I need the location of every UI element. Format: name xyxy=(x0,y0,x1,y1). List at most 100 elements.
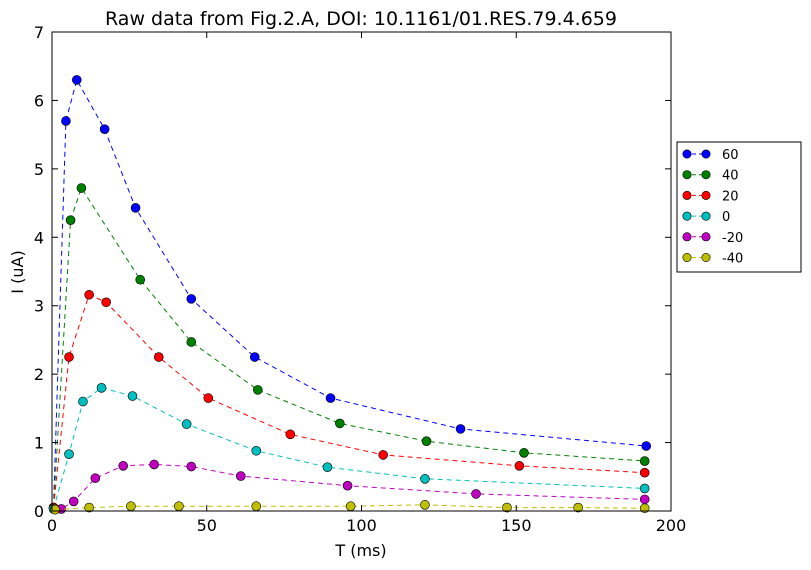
data-point xyxy=(84,289,94,300)
data-point xyxy=(99,124,110,134)
x-tick-label: 200 xyxy=(656,516,687,535)
data-point xyxy=(50,504,60,515)
legend-item: -20 xyxy=(682,231,743,246)
legend-item: 40 xyxy=(682,169,739,184)
series-line xyxy=(53,78,647,508)
legend-item: 60 xyxy=(682,148,739,163)
data-point xyxy=(471,489,481,499)
legend-marker xyxy=(682,190,692,200)
data-point xyxy=(421,436,432,447)
data-point xyxy=(65,215,76,225)
data-point xyxy=(118,461,128,471)
x-axis-label: T (ms) xyxy=(334,541,386,560)
data-point xyxy=(203,393,214,403)
legend-marker xyxy=(701,170,711,180)
x-tick-label: 0 xyxy=(47,516,57,535)
legend-label: 60 xyxy=(722,148,739,163)
data-point xyxy=(186,294,197,304)
legend-marker xyxy=(701,211,711,221)
plot-frame xyxy=(51,31,672,512)
data-point xyxy=(235,471,246,481)
data-point xyxy=(335,418,345,429)
data-point xyxy=(186,461,197,472)
data-point xyxy=(420,474,430,484)
y-tick-label: 1 xyxy=(34,434,44,453)
data-point xyxy=(322,462,333,473)
data-point xyxy=(64,449,74,460)
x-tick-label: 50 xyxy=(197,516,217,535)
data-point xyxy=(181,419,192,429)
y-axis: 0 1 2 3 4 5 6 7 xyxy=(34,23,671,521)
data-point xyxy=(71,75,82,85)
legend-marker xyxy=(682,211,692,221)
legend-item: -40 xyxy=(682,252,743,267)
data-point xyxy=(345,501,356,512)
data-point xyxy=(639,494,650,505)
data-point xyxy=(84,502,94,513)
series-line xyxy=(53,387,645,510)
data-point xyxy=(186,337,197,347)
data-point xyxy=(514,461,525,471)
legend-marker xyxy=(701,190,711,200)
legend-item: 20 xyxy=(682,189,739,204)
data-point xyxy=(149,459,159,470)
data-point xyxy=(174,501,184,512)
series-line xyxy=(53,294,645,508)
data-point xyxy=(135,274,146,285)
data-point xyxy=(251,501,262,512)
data-point xyxy=(342,480,353,491)
data-point xyxy=(573,502,583,513)
data-point xyxy=(68,496,79,507)
legend-label: -40 xyxy=(722,252,743,267)
legend-marker xyxy=(701,232,711,242)
legend-marker xyxy=(682,232,692,242)
series-line xyxy=(55,504,645,511)
legend-frame xyxy=(676,141,802,273)
data-point xyxy=(641,441,652,451)
chart-title: Raw data from Fig.2.A, DOI: 10.1161/01.R… xyxy=(105,8,617,30)
data-point xyxy=(519,448,529,458)
y-tick-label: 7 xyxy=(34,23,44,42)
data-point xyxy=(639,456,650,466)
series-40 xyxy=(48,183,650,513)
plot-area xyxy=(48,75,652,515)
y-tick-label: 2 xyxy=(34,365,44,384)
legend-marker xyxy=(682,170,692,180)
legend-marker xyxy=(701,149,711,159)
legend-item: 0 xyxy=(682,210,730,225)
x-tick-label: 150 xyxy=(501,516,532,535)
legend-marker xyxy=(682,253,692,263)
data-point xyxy=(455,424,466,434)
data-point xyxy=(126,501,136,512)
legend-marker xyxy=(701,253,711,263)
data-point xyxy=(639,467,650,478)
data-point xyxy=(249,352,260,362)
series-20 xyxy=(48,289,650,513)
data-point xyxy=(502,502,512,513)
legend-marker xyxy=(682,149,692,159)
y-tick-label: 3 xyxy=(34,297,44,316)
data-point xyxy=(76,183,87,193)
legend-label: 40 xyxy=(722,169,739,184)
x-axis: 0 50 100 150 200 xyxy=(47,32,686,535)
data-point xyxy=(96,383,107,393)
data-point xyxy=(253,385,263,395)
legend-label: 20 xyxy=(722,189,739,204)
data-point xyxy=(61,116,71,126)
series-line xyxy=(53,186,645,508)
series--40 xyxy=(50,500,650,515)
series-line xyxy=(55,463,645,511)
y-tick-label: 4 xyxy=(34,228,44,247)
x-tick-label: 100 xyxy=(346,516,377,535)
data-point xyxy=(325,393,336,403)
data-point xyxy=(90,473,101,483)
data-point xyxy=(378,450,388,460)
data-point xyxy=(64,352,74,362)
data-point xyxy=(153,352,164,362)
data-point xyxy=(101,297,111,308)
y-axis-label: I (uA) xyxy=(8,250,27,293)
legend: 60 40 20 0 -20 -40 xyxy=(676,141,802,273)
y-tick-label: 0 xyxy=(34,502,44,521)
data-point xyxy=(639,483,650,494)
data-point xyxy=(285,429,296,440)
